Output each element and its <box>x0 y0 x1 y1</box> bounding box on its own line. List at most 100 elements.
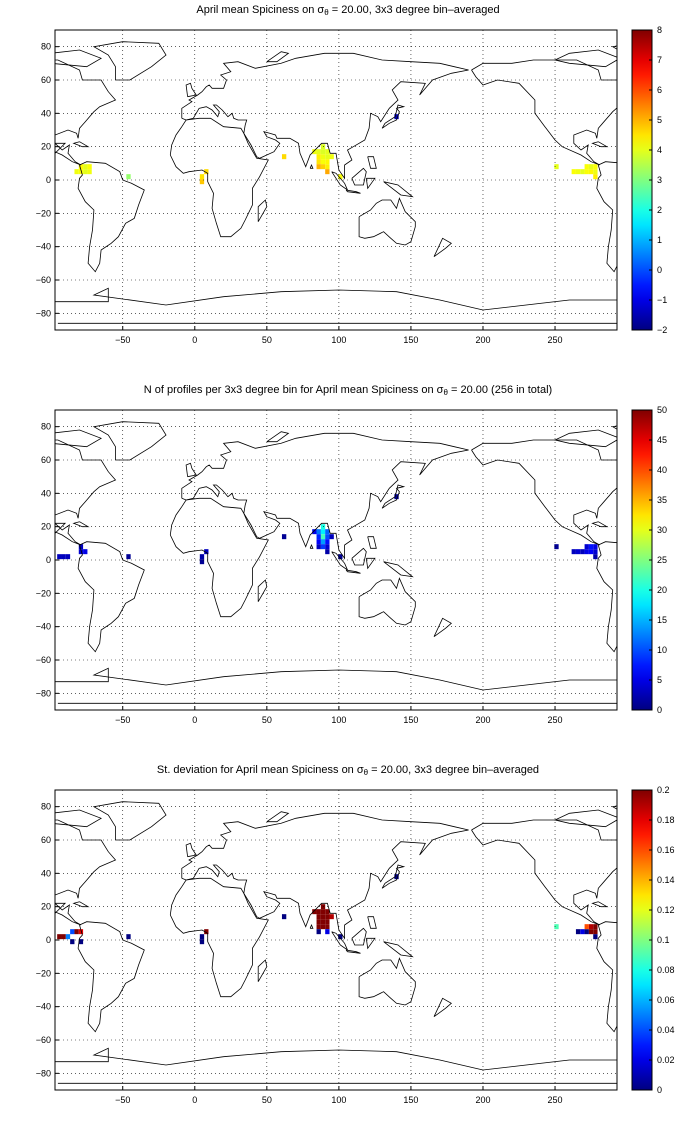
data-bin <box>394 114 399 120</box>
data-bin <box>571 169 576 175</box>
data-bin <box>70 929 75 935</box>
x-tick-label: 200 <box>475 1095 490 1105</box>
data-bin <box>316 924 321 930</box>
coastline <box>72 521 90 528</box>
colorbar-tick-label: 0.06 <box>657 995 675 1005</box>
coastline <box>55 809 103 828</box>
map-svg: −50 0 50 100 150 200 250806040200−20−40−60−800… <box>36 785 675 1105</box>
data-bin <box>316 929 321 935</box>
data-bin <box>199 939 205 945</box>
data-bin <box>320 544 326 550</box>
y-tick-label: 80 <box>41 422 51 432</box>
colorbar-tick-label: 0 <box>657 705 662 715</box>
data-bin <box>329 534 334 540</box>
data-bin <box>316 159 321 165</box>
coastline <box>181 812 469 940</box>
coastline <box>55 49 103 68</box>
title-post: = 20.00, 3x3 degree bin–averaged <box>368 764 540 776</box>
coastline <box>591 521 609 528</box>
coastline <box>345 569 361 574</box>
x-tick-label: 100 <box>331 715 346 725</box>
data-bin <box>593 164 598 170</box>
data-bin <box>78 549 84 555</box>
panel-stdev: St. deviation for April mean Spiciness o… <box>0 760 696 1140</box>
coastline <box>181 432 469 560</box>
data-bin <box>320 919 326 925</box>
colorbar-tick-label: 15 <box>657 615 667 625</box>
coastline <box>55 522 67 534</box>
coastline <box>381 864 406 889</box>
data-bin <box>575 929 581 935</box>
data-bin <box>316 154 321 160</box>
y-tick-label: 20 <box>41 142 51 152</box>
coastline <box>358 577 416 626</box>
data-bin <box>83 549 88 555</box>
data-bin <box>83 164 88 170</box>
coastline <box>365 177 376 190</box>
colorbar-tick-label: 3 <box>657 175 662 185</box>
data-bin <box>394 874 399 880</box>
colorbar-tick-label: 0.02 <box>657 1055 675 1065</box>
data-bin <box>78 544 84 550</box>
coastline <box>345 189 361 194</box>
colorbar-tick-label: 0.14 <box>657 875 675 885</box>
coastline <box>55 902 67 914</box>
x-tick-label: 150 <box>403 335 418 345</box>
coastline <box>367 536 377 549</box>
title-post: = 20.00, 3x3 degree bin–averaged <box>328 4 500 16</box>
coastline <box>471 439 617 546</box>
coastline <box>591 901 609 908</box>
data-bin <box>126 174 131 180</box>
coastline <box>358 197 416 246</box>
x-tick-label: 0 <box>192 1095 197 1105</box>
colorbar-tick-label: −1 <box>657 295 667 305</box>
title-pre: N of profiles per 3x3 degree bin for Apr… <box>143 384 444 396</box>
colorbar-tick-label: −2 <box>657 325 667 335</box>
data-bin <box>204 929 209 935</box>
data-bin <box>199 934 205 940</box>
data-bin <box>580 549 585 555</box>
x-tick-label: 0 <box>192 715 197 725</box>
y-tick-label: 0 <box>46 935 51 945</box>
colorbar-tick-label: 8 <box>657 25 662 35</box>
colorbar-tick-label: 50 <box>657 405 667 415</box>
data-bin <box>204 169 209 175</box>
title-pre: April mean Spiciness on σ <box>196 4 325 16</box>
data-bin <box>65 554 71 560</box>
coastline <box>181 52 469 180</box>
coastline <box>55 819 117 926</box>
coastline <box>351 927 367 946</box>
coastline <box>55 287 617 311</box>
y-tick-label: 80 <box>41 42 51 52</box>
data-bin <box>325 169 330 175</box>
data-bin <box>320 159 326 165</box>
map-svg: −50 0 50 100 150 200 250806040200−20−40−60−805… <box>36 405 667 725</box>
data-bin <box>281 154 287 160</box>
data-bin <box>325 164 330 170</box>
data-bin <box>575 169 581 175</box>
data-bin <box>281 914 287 920</box>
data-bin <box>325 544 330 550</box>
coastline <box>383 181 414 198</box>
coastline <box>553 429 617 448</box>
coastline <box>381 104 406 129</box>
coastline <box>77 161 145 273</box>
data-bin <box>316 164 321 170</box>
coastline <box>55 429 103 448</box>
colorbar-tick-label: 0.08 <box>657 965 675 975</box>
coastline <box>433 237 452 258</box>
coastline <box>365 557 376 570</box>
colorbar-tick-label: 20 <box>657 585 667 595</box>
x-tick-label: 0 <box>192 335 197 345</box>
data-bin <box>554 544 559 550</box>
data-bin <box>593 549 598 555</box>
colorbar-tick-label: 0.12 <box>657 905 675 915</box>
y-tick-label: −60 <box>36 655 51 665</box>
coastline <box>596 161 617 273</box>
data-bin <box>320 534 326 540</box>
data-bin <box>320 539 326 545</box>
data-bin <box>199 174 205 180</box>
data-bin <box>74 169 79 175</box>
data-bin <box>554 924 559 930</box>
coastline <box>381 484 406 509</box>
